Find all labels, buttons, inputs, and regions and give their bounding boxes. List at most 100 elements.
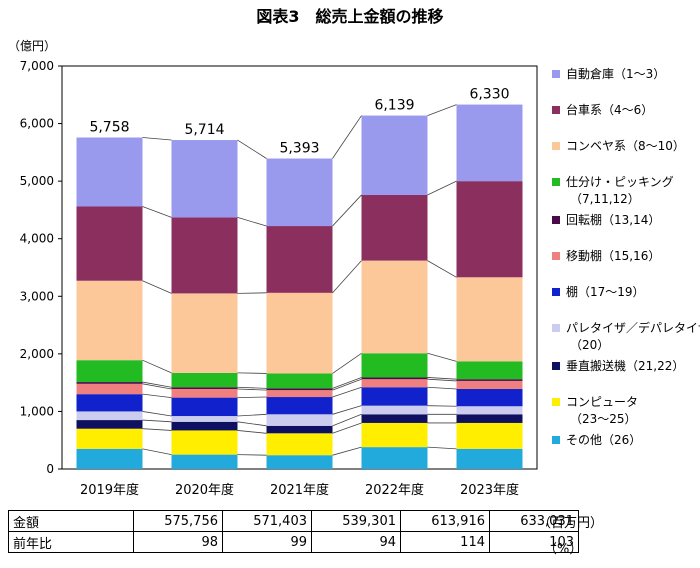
bar-segment xyxy=(361,422,428,448)
connector-line xyxy=(427,260,457,278)
bar-segment xyxy=(266,388,333,391)
bar-segment xyxy=(361,405,428,415)
bar-segment xyxy=(456,422,523,449)
x-tick-label: 2023年度 xyxy=(460,482,519,498)
legend-label: 移動棚（15,16） xyxy=(566,248,660,263)
legend-swatch xyxy=(552,142,560,150)
bar-segment xyxy=(171,421,238,431)
bar-segment xyxy=(266,292,333,374)
bar-segment xyxy=(171,416,238,422)
legend-label: その他（26） xyxy=(566,433,641,447)
x-tick-label: 2021年度 xyxy=(270,482,329,498)
bar-segment xyxy=(456,277,523,362)
legend-swatch xyxy=(552,252,560,260)
bar-segment xyxy=(361,115,428,195)
connector-line xyxy=(332,352,362,374)
connector-line xyxy=(237,139,267,159)
bar-segment xyxy=(76,394,143,412)
connector-lines xyxy=(142,104,457,456)
bar-segment xyxy=(76,428,143,449)
bar-segment xyxy=(361,260,428,354)
legend-label: 仕分け・ピッキング xyxy=(566,175,674,189)
connector-line xyxy=(427,386,457,390)
connector-line xyxy=(332,378,362,391)
bar-segment xyxy=(266,433,333,456)
bar-segment xyxy=(266,397,333,415)
legend-label: 回転棚（13,14） xyxy=(566,212,660,227)
bar-segment xyxy=(76,383,143,395)
bar-segment xyxy=(266,455,333,469)
row-label: 金額 xyxy=(8,510,134,532)
connector-line xyxy=(142,393,172,399)
bar-segment xyxy=(76,137,143,207)
connector-line xyxy=(332,405,362,415)
legend-label: 垂直搬送機（21,22） xyxy=(566,358,684,373)
bar-segment xyxy=(171,217,238,294)
legend-swatch xyxy=(552,216,560,224)
connector-line xyxy=(237,396,267,399)
bar-segment xyxy=(76,360,143,383)
connector-line xyxy=(142,411,172,417)
table-cell: 114 xyxy=(400,531,490,553)
y-tick-label: 2,000 xyxy=(20,347,54,361)
connector-line xyxy=(237,430,267,434)
chart-title: 図表3 総売上金額の推移 xyxy=(256,7,443,26)
bar-segment xyxy=(456,380,523,389)
bar-segment xyxy=(456,104,523,182)
connector-line xyxy=(142,383,172,390)
bar-stacks xyxy=(76,104,523,469)
x-axis-labels: 2019年度 2020年度 2021年度 2022年度 2023年度 xyxy=(80,482,519,498)
connector-line xyxy=(142,137,172,141)
legend-swatch xyxy=(552,436,560,444)
legend: 自動倉庫（1～3） 台車系（4～6） コンベヤ系（8～10） 仕分け・ピッキング （7,… xyxy=(552,66,700,447)
legend-swatch xyxy=(552,178,560,186)
summary-table: 金額 575,756 571,403 539,301 613,916 633,0… xyxy=(8,510,579,553)
x-tick-label: 2019年度 xyxy=(80,482,139,498)
legend-label: コンピュータ xyxy=(566,395,638,409)
y-tick-label: 3,000 xyxy=(20,289,54,303)
y-axis-ticks: 0 1,000 2,000 3,000 4,000 5,000 6,000 7,000 xyxy=(20,59,62,476)
connector-line xyxy=(142,419,172,423)
legend-label-detail: （7,11,12） xyxy=(570,192,640,206)
connector-line xyxy=(142,381,172,388)
connector-line xyxy=(332,446,362,456)
legend-label: 棚（17～19） xyxy=(566,284,645,299)
bar-segment xyxy=(171,397,238,417)
legend-label-detail: （23～25） xyxy=(570,412,637,426)
legend-label-detail: （20） xyxy=(570,338,609,352)
bar-segment xyxy=(456,379,523,381)
bar-segment xyxy=(456,181,523,278)
bar-segment xyxy=(171,388,238,398)
bar-segment xyxy=(76,411,143,421)
connector-line xyxy=(332,377,362,389)
table-cell: 99 xyxy=(222,531,312,553)
bar-segment xyxy=(361,414,428,423)
table-cell: 94 xyxy=(311,531,401,553)
connector-line xyxy=(332,422,362,434)
y-tick-label: 7,000 xyxy=(20,59,54,73)
bar-segment xyxy=(456,406,523,415)
connector-line xyxy=(142,448,172,455)
connector-line xyxy=(427,378,457,382)
connector-line xyxy=(237,454,267,456)
connector-line xyxy=(142,428,172,431)
ratio-unit: （%） xyxy=(544,542,583,557)
total-label: 5,714 xyxy=(184,122,224,138)
legend-swatch xyxy=(552,362,560,370)
legend-swatch xyxy=(552,70,560,78)
connector-line xyxy=(237,388,267,391)
bar-segment xyxy=(76,420,143,429)
bar-segment xyxy=(171,372,238,388)
y-tick-label: 4,000 xyxy=(20,232,54,246)
x-tick-label: 2022年度 xyxy=(365,482,424,498)
legend-label: 台車系（4～6） xyxy=(566,102,653,117)
bar-segment xyxy=(266,414,333,426)
total-label: 5,758 xyxy=(89,120,129,136)
y-tick-label: 1,000 xyxy=(20,404,54,418)
y-tick-label: 6,000 xyxy=(20,117,54,131)
connector-line xyxy=(237,292,267,294)
connector-line xyxy=(332,194,362,227)
bar-segment xyxy=(456,414,523,423)
legend-swatch xyxy=(552,288,560,296)
table-cell: 575,756 xyxy=(133,510,223,532)
